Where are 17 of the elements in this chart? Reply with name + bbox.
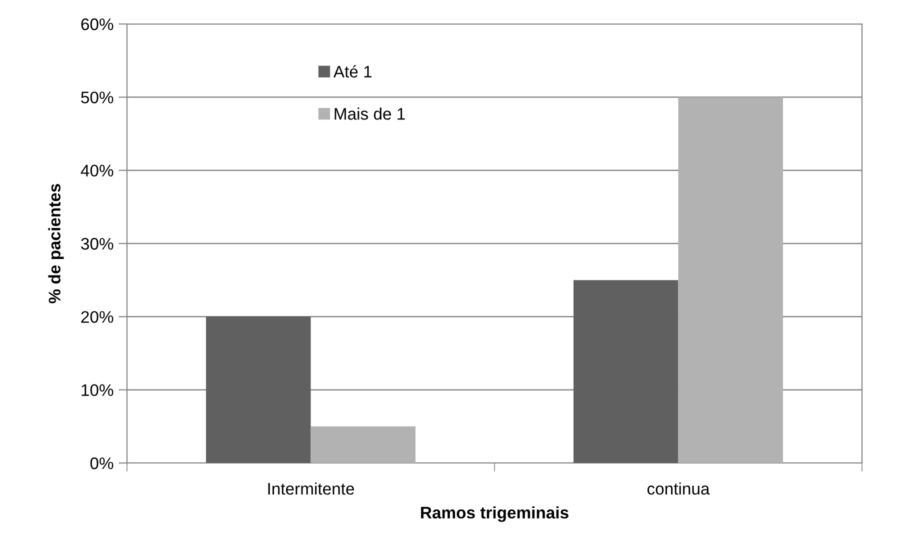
bar	[310, 426, 416, 463]
y-axis-title: % de pacientes	[48, 184, 64, 304]
y-tick-label: 10%	[82, 384, 114, 396]
x-tick-label: continua	[647, 482, 710, 495]
y-tick-label: 50%	[81, 92, 114, 104]
y-tick-label: 20%	[81, 311, 114, 323]
x-tick-label: Intermitente	[268, 482, 354, 495]
bar	[678, 97, 783, 463]
x-axis-title: Ramos trigeminais	[421, 506, 568, 522]
y-tick-label: 30%	[81, 238, 114, 250]
bar	[574, 280, 678, 463]
y-tick-label: 40%	[80, 164, 114, 177]
y-tick-label: 0%	[90, 457, 114, 470]
legend-label: Mais de 1	[334, 108, 405, 120]
y-tick-label: 60%	[81, 18, 114, 30]
bar	[206, 316, 311, 463]
legend-label: Até 1	[333, 65, 372, 78]
